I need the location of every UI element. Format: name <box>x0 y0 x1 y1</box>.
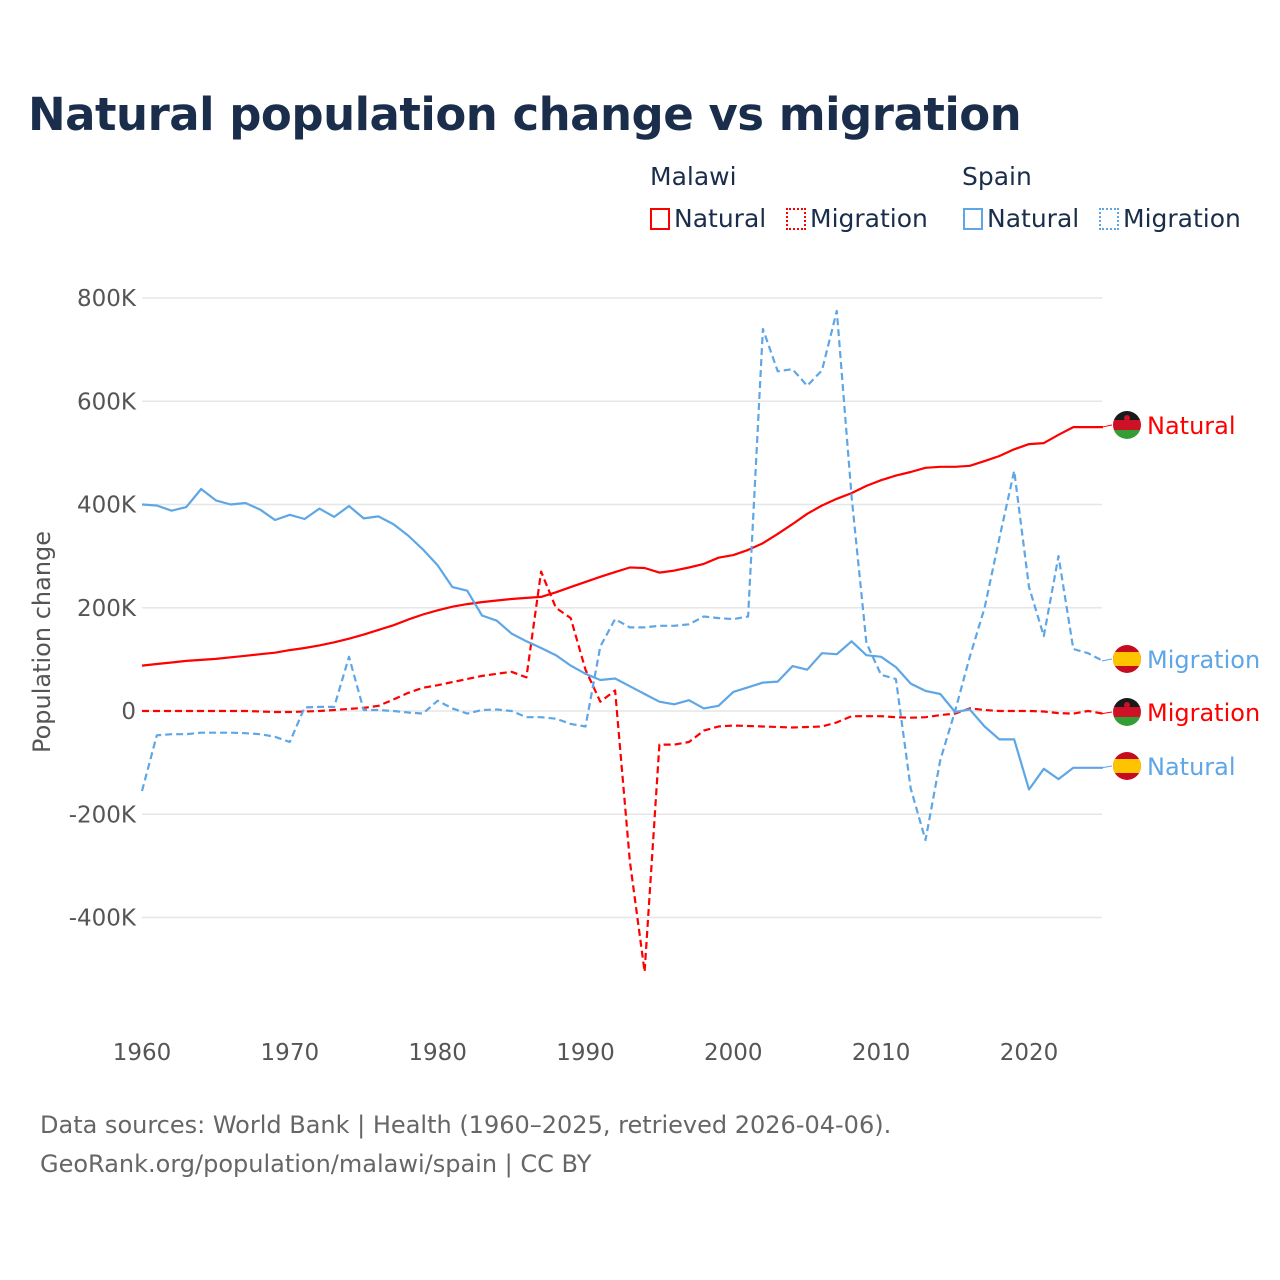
spain-flag-icon <box>1113 752 1141 780</box>
flag-stripe <box>1113 707 1141 717</box>
malawi-flag-icon <box>1113 698 1141 726</box>
legend-spain-natural[interactable]: Natural <box>963 204 1079 233</box>
legend-label: Natural <box>674 204 767 233</box>
malawi-flag-icon <box>1113 411 1141 439</box>
series-line-spain-natural <box>141 487 1103 791</box>
flag-stripe <box>1113 420 1141 430</box>
label-connector <box>1101 424 1113 428</box>
x-tick-label: 2000 <box>704 1040 763 1066</box>
end-label-spain-natural: Natural <box>1147 753 1236 781</box>
legend-malawi-natural[interactable]: Natural <box>650 204 766 233</box>
legend-group-malawi: Malawi <box>650 162 737 191</box>
end-label-malawi-migration: Migration <box>1147 699 1260 727</box>
y-tick-label: -400K <box>69 906 137 932</box>
y-tick-label: 600K <box>77 389 137 415</box>
series-line-spain-migration <box>140 309 1104 842</box>
x-tick-label: 1980 <box>408 1040 467 1066</box>
flag-sun <box>1124 415 1130 421</box>
y-tick-label: 400K <box>77 493 137 519</box>
legend-label: Natural <box>987 204 1080 233</box>
footer: Data sources: World Bank | Health (1960–… <box>40 1106 891 1184</box>
x-tick-label: 1990 <box>556 1040 615 1066</box>
label-connector <box>1101 658 1113 662</box>
legend-group-spain: Spain <box>962 162 1032 191</box>
legend-label: Migration <box>810 204 928 233</box>
end-label-spain-migration: Migration <box>1147 646 1260 674</box>
y-tick-label: -200K <box>69 802 137 828</box>
footer-attribution[interactable]: GeoRank.org/population/malawi/spain | CC… <box>40 1150 592 1178</box>
label-connector <box>1101 765 1113 769</box>
legend-malawi-migration[interactable]: Migration <box>786 204 928 233</box>
series-line-malawi-migration <box>142 570 1104 973</box>
x-tick-label: 2020 <box>1000 1040 1059 1066</box>
y-axis-title: Population change <box>28 531 56 753</box>
flag-stripe <box>1113 717 1141 726</box>
legend-swatch-solid-icon <box>650 207 670 230</box>
legend-label: Migration <box>1123 204 1241 233</box>
legend-swatch-dotted-icon <box>786 207 806 230</box>
end-label-malawi-natural: Natural <box>1147 412 1236 440</box>
legend-spain-migration[interactable]: Migration <box>1099 204 1241 233</box>
y-tick-label: 0 <box>121 699 136 725</box>
footer-sources: Data sources: World Bank | Health (1960–… <box>40 1111 892 1139</box>
series-line-malawi-natural <box>141 426 1103 667</box>
flag-sun <box>1124 702 1130 708</box>
x-tick-label: 1960 <box>113 1040 172 1066</box>
x-tick-label: 1970 <box>261 1040 320 1066</box>
x-tick-label: 2010 <box>852 1040 911 1066</box>
flag-stripe <box>1113 652 1141 666</box>
y-tick-label: 800K <box>77 286 137 312</box>
legend-swatch-dotted-icon <box>1099 207 1119 230</box>
label-connector <box>1101 711 1113 715</box>
flag-stripe <box>1113 759 1141 773</box>
legend-swatch-solid-icon <box>963 207 983 230</box>
spain-flag-icon <box>1113 645 1141 673</box>
flag-stripe <box>1113 430 1141 439</box>
chart-title: Natural population change vs migration <box>28 88 1022 141</box>
y-tick-label: 200K <box>77 596 137 622</box>
